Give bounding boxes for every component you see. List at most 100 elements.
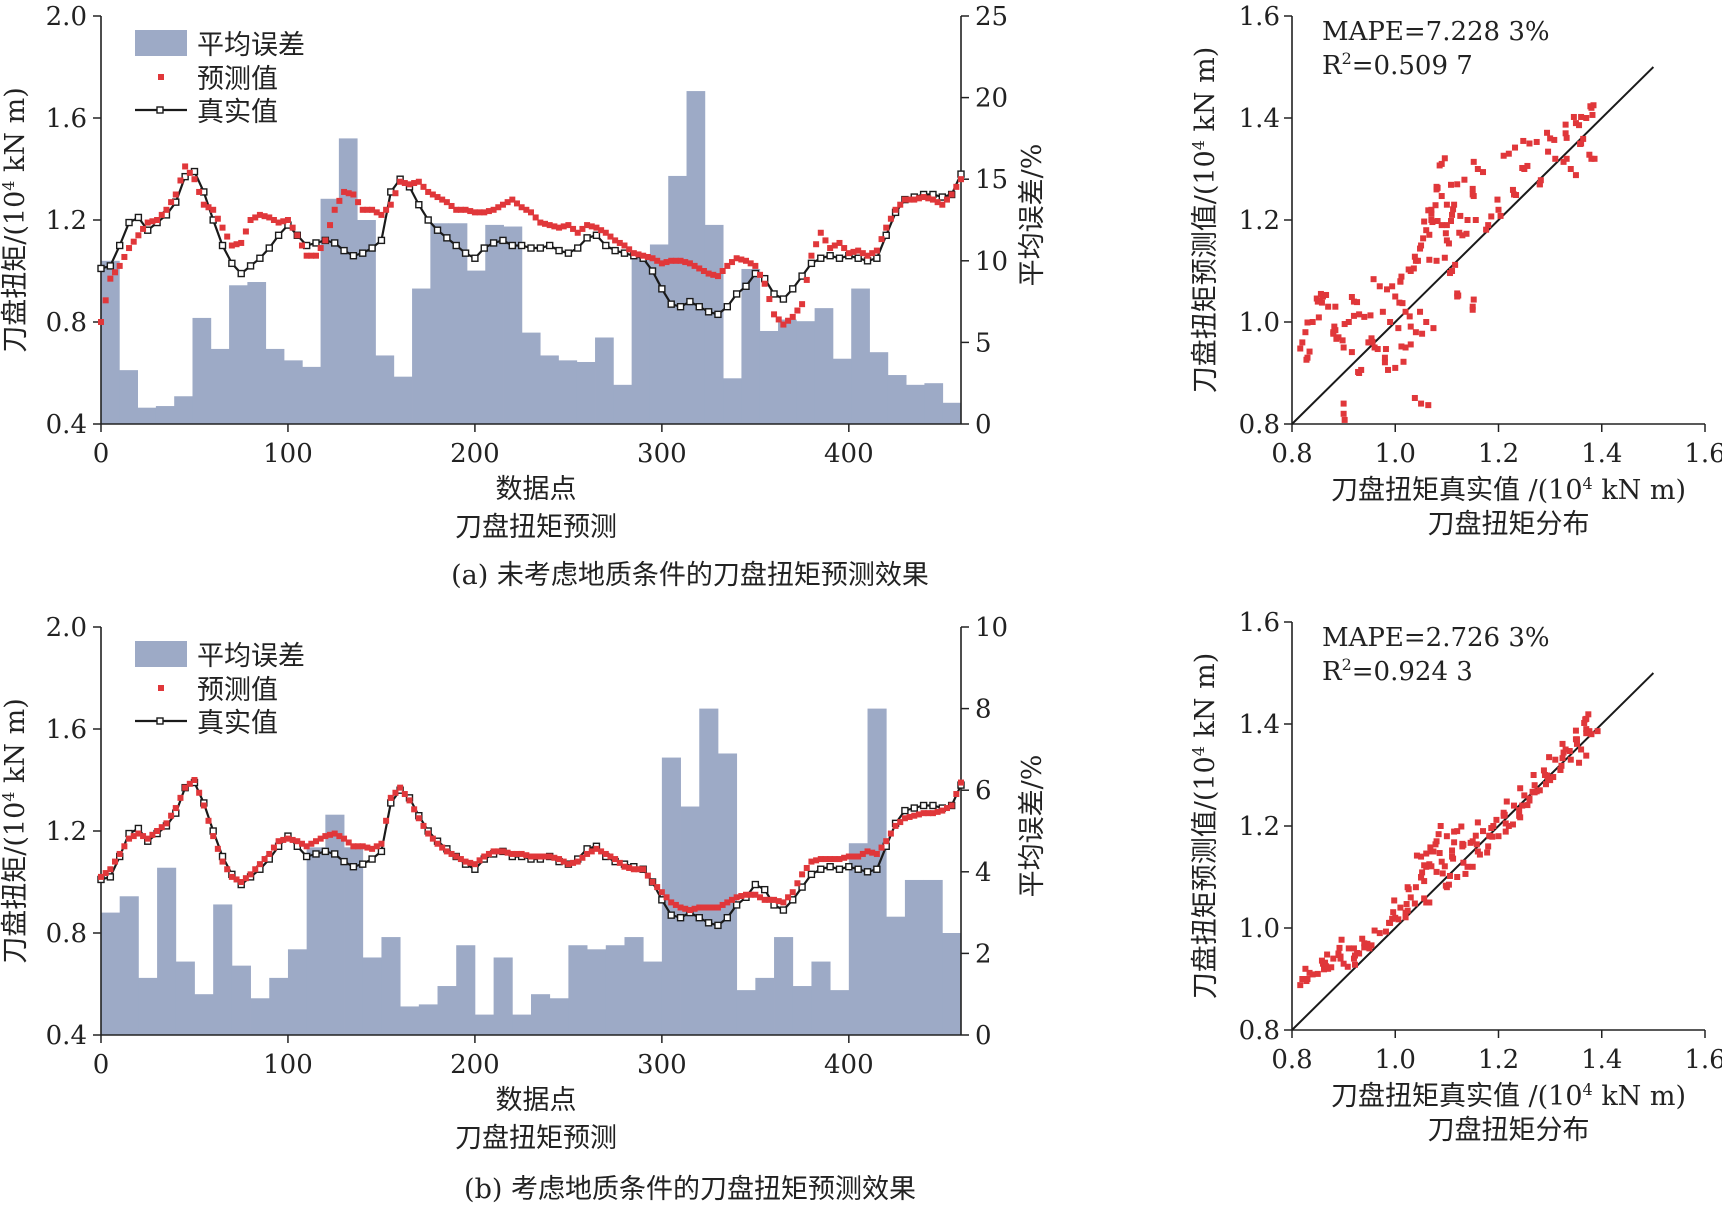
scatter-point — [1340, 960, 1347, 967]
scatter-point — [1358, 366, 1365, 373]
predicted-point — [836, 239, 843, 246]
error-bar — [631, 257, 651, 424]
predicted-point — [560, 858, 567, 865]
scatter-point — [1436, 850, 1443, 857]
scatter-point — [1421, 895, 1428, 902]
true-value-marker — [770, 290, 778, 298]
scatter-point — [1418, 400, 1425, 407]
reference-line — [1291, 66, 1655, 425]
scatter-point — [1405, 266, 1412, 273]
predicted-point — [369, 845, 376, 852]
x-tick-label: 1.6 — [1684, 439, 1722, 469]
error-bar — [814, 308, 834, 424]
predicted-point — [182, 784, 189, 791]
true-value-marker — [648, 267, 657, 275]
predicted-point — [607, 233, 614, 240]
predicted-point — [677, 904, 684, 911]
predicted-point — [359, 206, 366, 213]
scatter-point — [1426, 231, 1433, 238]
predicted-point — [233, 241, 240, 248]
true-value-marker — [704, 919, 713, 927]
true-value-marker — [106, 262, 115, 270]
true-value-marker — [574, 244, 582, 252]
scatter-point — [1448, 181, 1455, 188]
predicted-point — [785, 894, 792, 901]
true-value-marker — [882, 231, 890, 240]
true-value-marker — [368, 244, 376, 252]
scatter-point — [1546, 754, 1553, 761]
predicted-point — [130, 238, 137, 245]
predicted-point — [616, 239, 623, 246]
predicted-point — [733, 894, 740, 901]
predicted-point — [635, 251, 642, 258]
scatter-point — [1531, 782, 1538, 789]
predicted-point — [677, 257, 684, 264]
predicted-point — [102, 297, 109, 304]
scatter-point — [1351, 961, 1358, 968]
true-value-marker — [246, 262, 255, 270]
true-value-marker — [826, 251, 834, 260]
scatter-point — [1459, 840, 1466, 847]
predicted-point — [588, 848, 595, 855]
predicted-point — [219, 858, 226, 865]
error-bar — [175, 961, 195, 1035]
predicted-point — [775, 316, 782, 323]
x-tick-label: 1.2 — [1478, 1045, 1519, 1075]
scatter-point — [1345, 945, 1352, 952]
predicted-point — [238, 879, 245, 885]
y2-tick-label: 25 — [975, 2, 1008, 32]
error-bar — [269, 977, 289, 1035]
x-tick-label: 1.4 — [1581, 439, 1622, 469]
legend-swatch-true-marker — [156, 717, 164, 725]
predicted-point — [350, 843, 357, 850]
scatter-point — [1456, 229, 1463, 236]
scatter-point — [1570, 113, 1577, 120]
y-axis-label: 刀盘扭矩/(104 kN m) — [0, 698, 31, 963]
scatter-point — [1519, 802, 1526, 809]
scatter-point — [1382, 928, 1389, 935]
scatter-point — [1457, 212, 1464, 219]
predicted-point — [943, 805, 950, 812]
error-bar — [437, 986, 457, 1035]
error-bar — [906, 384, 925, 424]
scatter-point — [1425, 402, 1432, 409]
predicted-point — [261, 856, 268, 863]
scatter-point — [1417, 245, 1424, 252]
predicted-point — [298, 840, 305, 847]
scatter-point — [1340, 400, 1347, 407]
y2-tick-label: 2 — [975, 939, 992, 969]
scatter-point — [1367, 312, 1374, 319]
predicted-point — [317, 835, 324, 842]
scatter-point — [1399, 300, 1406, 307]
predicted-point — [453, 853, 460, 860]
panel-b-scatter: 0.8 1.0 1.2 1.4 1.6 0.8 1.0 1.2 1.4 1.6 MAPE=2.726… — [1189, 608, 1722, 1146]
scatter-point — [1547, 135, 1554, 142]
y2-tick-label: 10 — [975, 247, 1008, 277]
scatter-point — [1439, 870, 1446, 877]
predicted-point — [168, 199, 175, 206]
scatter-point — [1383, 286, 1390, 293]
true-value-marker — [695, 303, 703, 311]
caption-b: (b) 考虑地质条件的刀盘扭矩预测效果 — [464, 1174, 916, 1205]
scatter-point — [1438, 858, 1445, 865]
error-bar — [576, 361, 596, 424]
y-tick-label: 0.8 — [1239, 410, 1280, 440]
true-value-marker — [508, 241, 517, 250]
mape-annotation: MAPE=2.726 3% — [1322, 623, 1550, 653]
scatter-point — [1430, 848, 1437, 855]
y-tick-label: 1.2 — [46, 817, 87, 847]
predicted-point — [696, 904, 703, 911]
scatter-point — [1586, 728, 1593, 735]
scatter-point — [1313, 295, 1320, 302]
y-axis-label: 刀盘扭矩预测值/(104 kN m) — [1189, 47, 1221, 393]
y-tick-label: 2.0 — [46, 2, 87, 32]
true-value-marker — [873, 865, 881, 873]
r2-annotation: R2=0.924 3 — [1322, 655, 1473, 687]
error-bar — [287, 949, 308, 1035]
scatter-point — [1559, 755, 1566, 762]
true-value-marker — [686, 297, 694, 306]
predicted-point — [752, 262, 759, 269]
predicted-point — [630, 866, 637, 873]
predicted-point — [98, 319, 104, 325]
scatter-point — [1582, 716, 1589, 723]
